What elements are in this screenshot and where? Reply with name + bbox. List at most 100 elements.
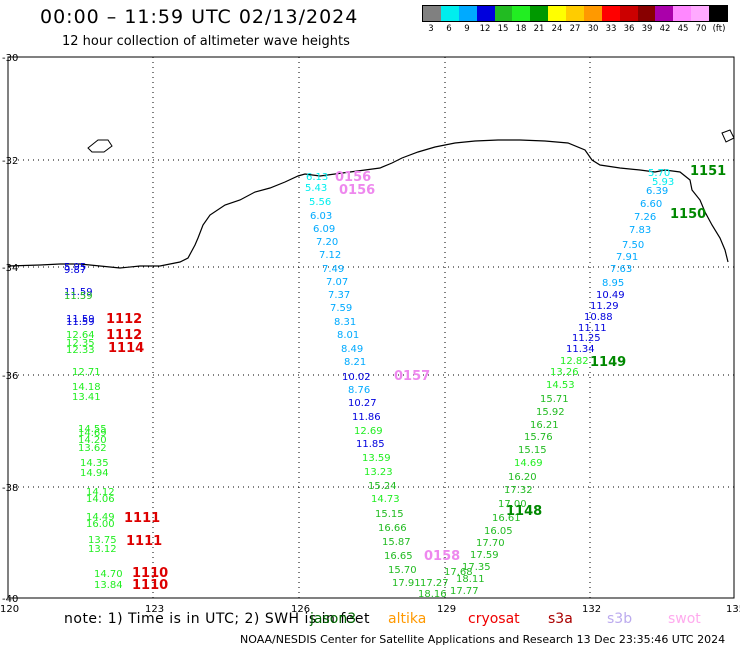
wave-height-value: 7.20 (316, 237, 338, 248)
wave-height-value: 16.65 (384, 551, 413, 562)
wave-height-value: 15.70 (388, 565, 417, 576)
pass-time-label: 1111 (126, 534, 162, 549)
wave-height-value: 17.70 (476, 538, 505, 549)
longitude-label: 129 (437, 604, 456, 615)
longitude-label: 123 (145, 604, 164, 615)
longitude-labels: 120 123 126 129 132 135 (0, 604, 740, 615)
legend-swatch (583, 6, 602, 21)
wave-height-value: 15.92 (536, 407, 565, 418)
wave-height-value: 8.21 (344, 357, 366, 368)
pass-time-label: 0156 (339, 183, 375, 198)
wave-height-value: 7.50 (622, 240, 644, 251)
legend-label: (ft) (712, 24, 726, 34)
wave-height-value: 14.35 (80, 458, 109, 469)
legend-swatch (673, 6, 692, 21)
legend-label: 42 (659, 24, 671, 34)
pass-time-label: 1110 (132, 578, 168, 593)
wave-height-value: 10.49 (596, 290, 625, 301)
wave-height-value: 11.59 (66, 317, 95, 328)
legend-swatch (440, 6, 459, 21)
latitude-label: -38 (2, 483, 18, 494)
wave-height-value: 14.69 (514, 458, 543, 469)
wave-height-value: 14.06 (86, 494, 115, 505)
wave-height-value: 16.61 (492, 513, 521, 524)
wave-height-value: 15.24 (368, 481, 397, 492)
legend-label: 30 (587, 24, 599, 34)
wave-height-value: 12.69 (354, 426, 383, 437)
pass-time-label: 1151 (690, 164, 726, 179)
legend-label: 15 (497, 24, 509, 34)
legend-label: 27 (569, 24, 581, 34)
wave-height-value: 6.03 (310, 211, 332, 222)
wave-height-value: 15.87 (0, 0, 29, 3)
legend-labels: 3 6 9 12 15 18 21 24 27 30 33 36 39 42 45 70 (ft) (422, 24, 728, 34)
credit-line: NOAA/NESDIS Center for Satellite Applica… (240, 633, 726, 646)
footnote: note: 1) Time is in UTC; 2) SWH is in fe… (64, 611, 371, 627)
map-frame (7, 56, 735, 599)
legend-label: 18 (515, 24, 527, 34)
legend-label: 36 (623, 24, 635, 34)
legend-swatch (619, 6, 638, 21)
pass-time-label: 1112 (106, 312, 142, 327)
legend-label: 6 (446, 24, 452, 34)
coastline (7, 139, 729, 269)
wave-height-value: 5.70 (648, 168, 670, 179)
pass-time-label: 1114 (108, 341, 144, 356)
wave-height-value: 8.01 (337, 330, 359, 341)
wave-height-value: 11.59 (64, 291, 93, 302)
wave-height-value: 13.26 (550, 367, 579, 378)
wave-height-value: 7.26 (634, 212, 656, 223)
wave-height-value: 10.02 (342, 372, 371, 383)
wave-height-value: 17.91 (392, 578, 421, 589)
wave-height-value: 12.64 (66, 330, 95, 341)
wave-height-value: 17.77 (450, 586, 479, 597)
longitude-label: 126 (291, 604, 310, 615)
wave-height-value: 8.76 (348, 385, 370, 396)
legend-label: 12 (479, 24, 491, 34)
island-east (721, 129, 735, 143)
wave-height-value: 7.49 (322, 264, 344, 275)
wave-height-value: 6.13 (306, 172, 328, 183)
legend-swatch (458, 6, 477, 21)
wave-height-value: 15.71 (540, 394, 569, 405)
wave-height-value: 7.37 (328, 290, 350, 301)
wave-height-value: 16.20 (508, 472, 537, 483)
wave-height-value: 12.35 (66, 338, 95, 349)
wave-height-points: 5.959.8711.5911.5911.5911.5912.6412.3512… (0, 0, 674, 600)
wave-height-value: 5.95 (64, 262, 86, 273)
pass-time-label: 1150 (670, 207, 706, 222)
legend-label: 33 (605, 24, 617, 34)
wave-height-value: 11.25 (572, 333, 601, 344)
legend-swatch (548, 6, 566, 21)
legend-swatch (637, 6, 656, 21)
wave-height-value: 5.43 (305, 183, 327, 194)
wave-height-value: 16.05 (484, 526, 513, 537)
wave-height-value: 8.49 (341, 344, 363, 355)
wave-height-value: 8.95 (602, 278, 624, 289)
wave-height-value: 10.88 (584, 312, 613, 323)
legend-swatch (601, 6, 620, 21)
wave-height-value: 6.39 (646, 186, 668, 197)
wave-height-value: 11.29 (590, 301, 619, 312)
latitude-label: -40 (2, 594, 18, 605)
wave-height-value: 11.11 (578, 323, 607, 334)
wave-height-value: 16.21 (530, 420, 559, 431)
wave-height-value: 7.63 (610, 264, 632, 275)
wave-height-value: 7.07 (326, 277, 348, 288)
latitude-label: -36 (2, 371, 18, 382)
wave-height-value: 17.57 (0, 0, 29, 3)
latitude-labels: -30 -32 -34 -36 -38 -40 (2, 53, 18, 605)
wave-height-value: 13.84 (94, 580, 123, 591)
map-title: 00:00 – 11:59 UTC 02/13/2024 (40, 6, 359, 28)
legend-swatch (512, 6, 531, 21)
wave-height-value: 16.00 (86, 519, 115, 530)
wave-height-value: 14.73 (371, 494, 400, 505)
wave-height-value: 15.76 (524, 432, 553, 443)
wave-height-value: 11.59 (64, 287, 93, 298)
wave-height-value: 14.49 (86, 512, 115, 523)
legend-label: 9 (464, 24, 470, 34)
wave-height-value: 14.70 (94, 569, 123, 580)
legend-label: 24 (551, 24, 563, 34)
wave-height-value: 13.12 (88, 544, 117, 555)
